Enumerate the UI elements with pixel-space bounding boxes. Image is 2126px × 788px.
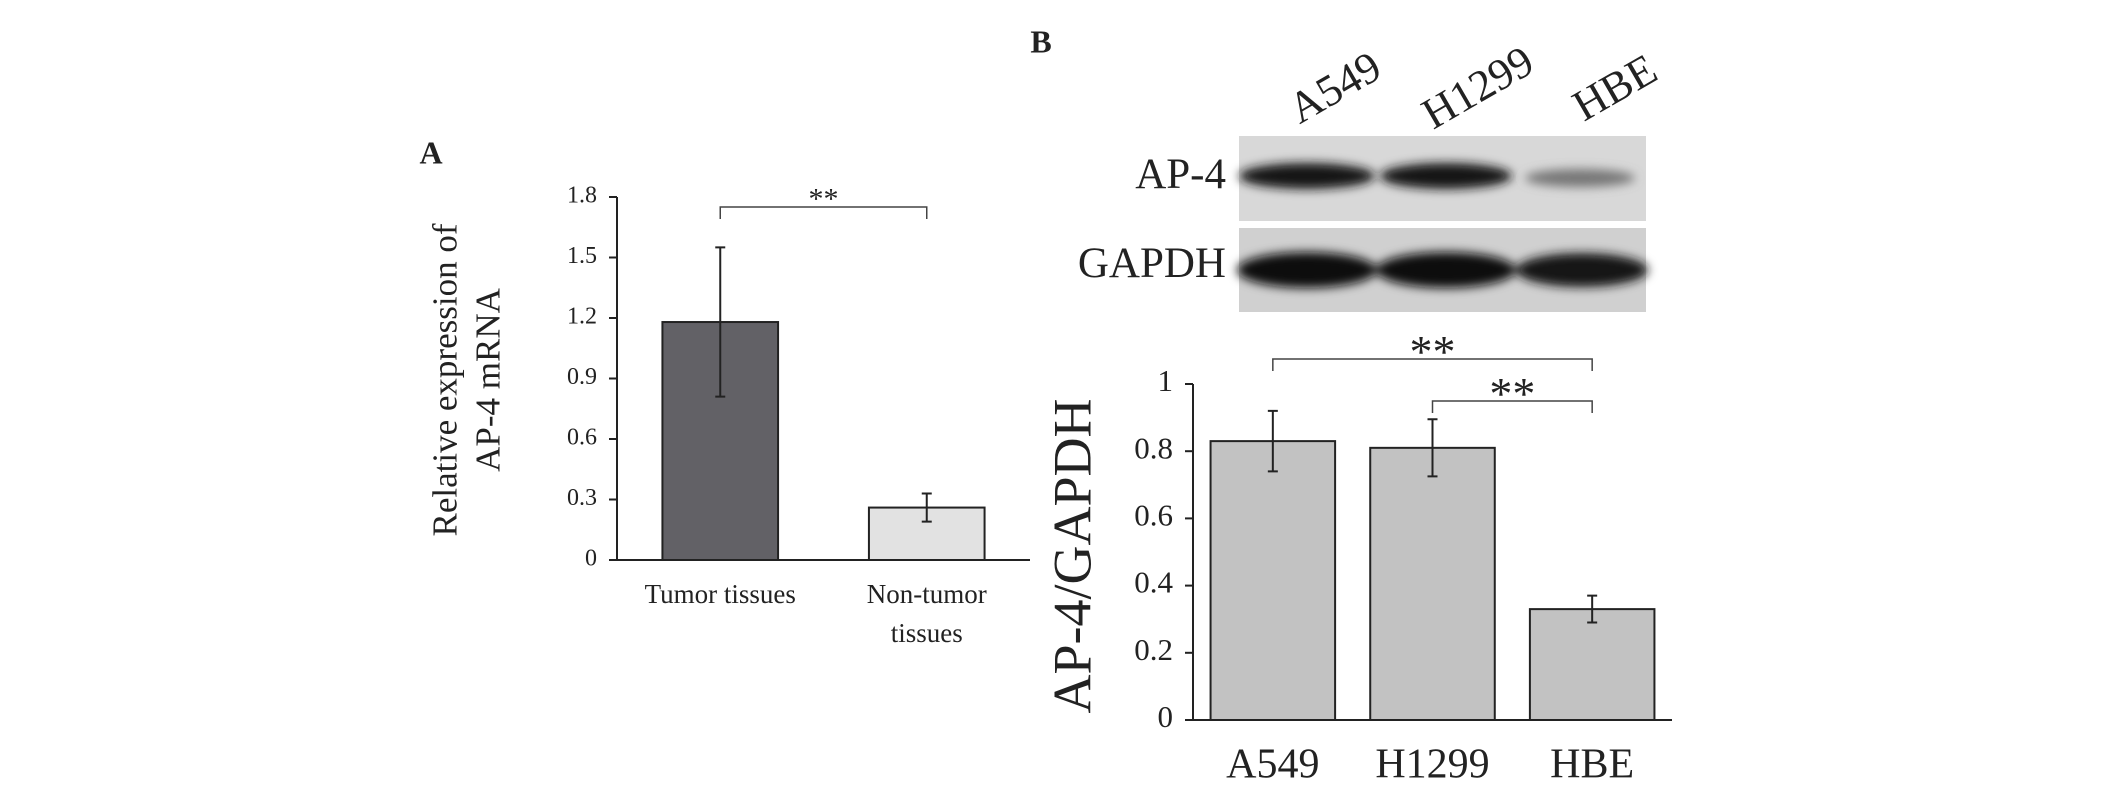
panel-label: B [1030,23,1051,59]
blot-band [1525,169,1635,187]
y-tick-label: 1.8 [567,183,597,209]
significance-label: ** [1410,326,1456,377]
error-bar [921,492,932,523]
significance-label: ** [809,183,839,216]
y-axis-label: AP-4 mRNA [469,287,508,471]
significance-bracket [719,206,928,219]
panel-label: A [419,134,442,170]
lane-label: HBE [1564,44,1665,130]
y-tick-label: 1.2 [567,304,597,330]
blot [1237,136,1648,312]
blot-band [1376,252,1516,288]
y-tick-label: 1.5 [567,243,597,269]
blot-band [1239,163,1375,189]
bar [1209,440,1337,721]
y-tick-label: 0.6 [1134,498,1173,533]
x-tick-label: A549 [1226,742,1319,788]
blot-band [1516,253,1648,287]
error-bar [1587,594,1598,624]
significance-bracket [1431,400,1593,413]
y-tick-label: 0 [1158,699,1174,734]
bar [1369,446,1496,721]
x-tick-label: HBE [1550,742,1634,788]
bar [1528,608,1656,721]
y-tick-label: 1 [1158,363,1174,398]
x-tick-label: Non-tumor tissues [867,579,987,648]
error-bar [715,246,726,398]
y-tick-label: 0.9 [567,364,597,390]
y-axis-label: Relative expression of [426,223,465,536]
error-bar [1427,418,1438,478]
x-tick-label: H1299 [1375,742,1489,788]
y-tick-label: 0.4 [1134,565,1173,600]
blot-band [1380,163,1512,189]
error-bar [1267,409,1278,473]
row-label: GAPDH [1078,240,1226,287]
blot-band [1237,252,1377,288]
significance-label: ** [1489,368,1535,419]
y-tick-label: 0.2 [1134,632,1173,667]
y-tick-label: 0.3 [567,485,597,511]
row-label: AP-4 [1135,151,1226,198]
y-tick-label: 0.6 [567,425,597,451]
lane-label: H1299 [1414,36,1542,138]
significance-bracket [1272,358,1593,371]
lane-label: A549 [1280,42,1389,133]
x-tick-label: Tumor tissues [645,579,796,609]
y-axis-label: AP-4/GAPDH [1042,398,1102,713]
y-tick-label: 0.8 [1134,430,1173,465]
y-tick-label: 0 [585,546,597,572]
